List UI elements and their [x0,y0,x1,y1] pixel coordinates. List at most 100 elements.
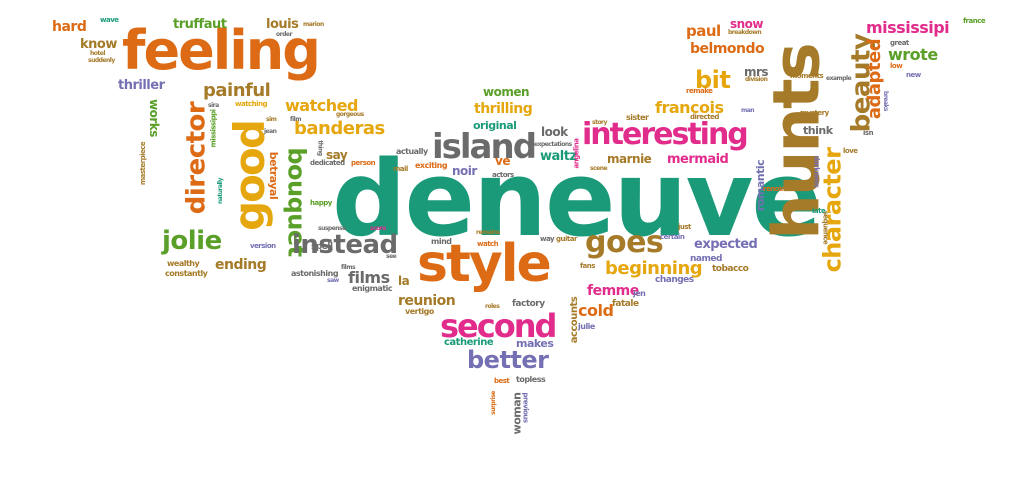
word: julie [578,322,595,331]
word: know [80,37,117,52]
word: deneuve [332,138,822,260]
word: score [370,225,386,232]
word: happy [310,199,332,207]
word: mind [431,237,452,246]
word: truffaut [173,17,227,32]
word: bit [695,66,731,94]
word: films [348,268,390,287]
word: remains [476,229,500,236]
word: way [540,235,555,243]
word: sister [626,113,649,122]
word: jolie [162,226,222,256]
word: jen [633,289,646,298]
word: mail [393,165,408,173]
word: feeling [122,19,321,82]
word: astonishing [291,269,339,278]
word: belmondo [690,41,765,57]
word: renoir [763,185,784,193]
word: surprise [489,391,497,415]
word: good [224,121,274,231]
word: snow [730,17,764,31]
word: actors [492,171,514,179]
word: man [741,107,755,114]
word: interesting [582,117,749,152]
word: breaks [881,91,889,111]
word: say [326,148,348,162]
word: women [483,85,530,99]
word: wealthy [167,259,200,268]
word: spell [311,242,333,252]
word: femme [587,283,639,299]
word: exciting [415,161,448,170]
word: see [386,253,397,260]
word: thriller [118,78,165,93]
word: accounts [569,296,581,344]
word: france [963,17,986,25]
word: style [417,234,552,294]
word: expectations [534,141,572,148]
word: gorgeous [336,111,364,118]
word: story [592,119,607,126]
word: actually [396,147,428,156]
word: tobacco [712,264,749,274]
word: mystery [800,109,829,117]
word: thrilling [474,101,533,117]
word: love [843,147,858,155]
word: works [146,99,161,137]
word: certain [660,233,685,241]
word: catherine [444,337,494,348]
word: paul [686,22,721,40]
word: makes [516,337,554,350]
word: division [745,76,768,83]
word: named [690,254,722,264]
word: film [290,116,301,123]
word: ve [495,154,510,168]
word: watching [235,100,268,108]
word: fatale [612,299,639,309]
word: expected [694,237,758,252]
word: order [276,31,292,38]
word: jean [264,128,277,135]
word: changes [655,275,694,285]
word: beginning [605,258,703,279]
word: low [890,62,903,70]
word: wave [100,16,119,24]
word: francois [655,98,724,117]
word: enigmatic [352,284,393,293]
word: director [181,101,212,215]
word: version [250,242,276,250]
word: naturally [217,178,224,204]
word: new [906,71,921,79]
word: ending [215,257,267,273]
word: roles [485,303,500,310]
word: sim [266,116,277,123]
word: films [341,264,356,271]
word: louis [266,17,299,32]
word: hard [52,19,87,35]
word: goes [585,225,664,260]
word: la [398,274,410,288]
word: darkness [812,155,821,188]
word: saw [327,277,339,284]
word: original [473,119,517,132]
word: directed [690,113,719,121]
word: wrote [888,45,938,64]
word: vertigo [405,307,434,316]
word: isn [863,129,874,137]
word: breakdown [728,29,762,36]
word: cold [578,301,614,320]
word: person [351,159,376,167]
word: angelina [572,138,581,169]
word: remake [686,87,713,95]
word: dedicated [310,159,345,167]
word: great [890,39,909,47]
word: masterpiece [139,141,148,186]
word: mississipi [866,18,950,37]
word: previous [521,392,530,423]
word: marion [303,21,324,28]
word: sira [208,102,219,109]
word: watched [285,96,358,115]
word: painful [203,80,271,101]
word: just [678,223,691,231]
word: waltz [540,149,577,164]
